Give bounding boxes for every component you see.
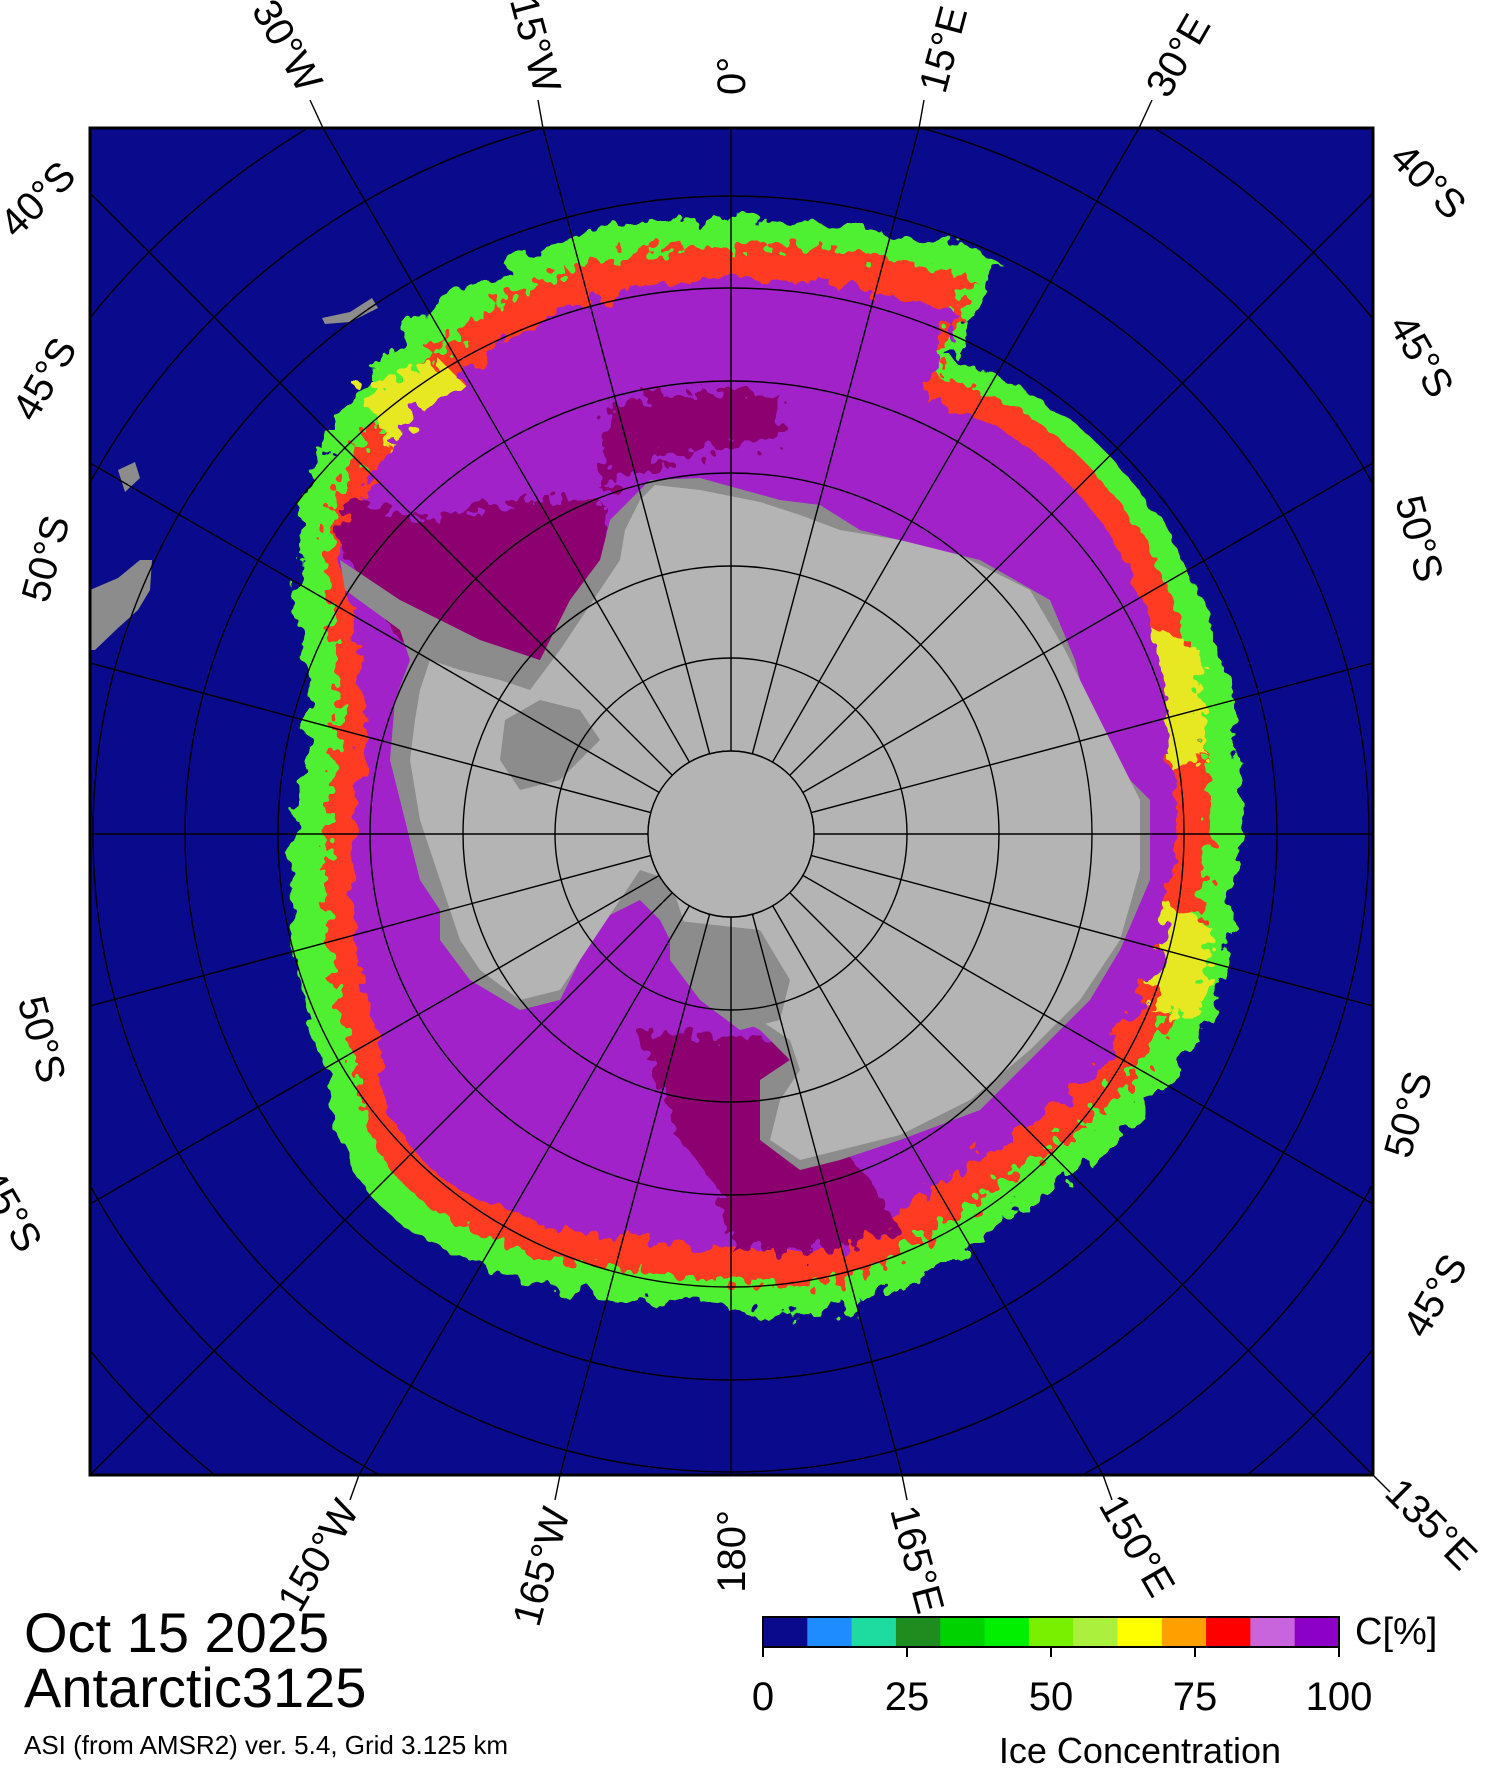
colorbar-swatch — [1028, 1617, 1074, 1647]
lon-label-30e: 30°E — [1138, 7, 1220, 104]
colorbar-swatch — [895, 1617, 941, 1647]
colorbar-swatch — [1073, 1617, 1118, 1647]
colorbar-swatch — [940, 1617, 986, 1647]
colorbar-tick: 0 — [751, 1675, 775, 1719]
lat-label-right-40s: 40°S — [1382, 135, 1475, 228]
island — [322, 298, 378, 324]
lat-label-left-50s-lower: 50°S — [9, 992, 74, 1088]
lat-label-right-45s: 45°S — [1380, 308, 1462, 405]
colorbar-swatch — [1161, 1617, 1207, 1647]
lon-label-150e: 150°E — [1090, 1488, 1183, 1605]
colorbar-tick: 75 — [1172, 1675, 1218, 1719]
lat-label-left-45s: 45°S — [4, 331, 86, 428]
lat-label-right-50s: 50°S — [1386, 491, 1451, 587]
colorbar-tick: 25 — [884, 1675, 930, 1719]
lat-label-left-45s-lower: 45°S — [0, 1162, 50, 1259]
sea-ice-high — [600, 390, 780, 490]
colorbar — [762, 1616, 1340, 1657]
colorbar-tick: 50 — [1028, 1675, 1074, 1719]
colorbar-swatch — [1206, 1617, 1251, 1647]
sea-ice-yellow-patch — [1150, 900, 1215, 1020]
lat-label-right-45s-lower: 45°S — [1395, 1247, 1477, 1344]
lat-label-left-40s: 40°S — [0, 153, 84, 246]
colorbar-swatch — [1117, 1617, 1163, 1647]
region-label: Antarctic3125 — [24, 1656, 367, 1719]
source-label: ASI (from AMSR2) ver. 5.4, Grid 3.125 km — [24, 1730, 509, 1760]
date-label: Oct 15 2025 — [24, 1601, 330, 1664]
lon-label-15w: 15°W — [501, 0, 569, 98]
lon-label-0: 0° — [710, 57, 754, 95]
ice-shelf — [500, 700, 600, 790]
colorbar-unit: C[%] — [1355, 1611, 1438, 1653]
south-america-land — [90, 560, 152, 650]
pole-hole — [647, 750, 815, 918]
map-frame — [88, 126, 1375, 1477]
graticule-extensions — [309, 99, 1391, 1501]
colorbar-tick: 100 — [1305, 1675, 1373, 1719]
colorbar-swatch — [807, 1617, 853, 1647]
colorbar-swatch — [851, 1617, 897, 1647]
colorbar-swatch — [1250, 1617, 1296, 1647]
lon-label-165w: 165°W — [505, 1503, 579, 1631]
graticule — [90, 128, 1373, 1475]
colorbar-label: Ice Concentration — [998, 1730, 1282, 1771]
lon-label-150w: 150°W — [269, 1492, 367, 1619]
colorbar-swatch — [763, 1617, 808, 1647]
colorbar-swatch — [1294, 1617, 1340, 1647]
lon-label-165e: 165°E — [881, 1501, 952, 1618]
lon-label-180: 180° — [710, 1510, 754, 1593]
lon-label-15e: 15°E — [911, 2, 976, 98]
colorbar-swatch — [984, 1617, 1030, 1647]
lon-label-135e: 135°E — [1377, 1470, 1485, 1578]
lon-label-30w: 30°W — [243, 0, 330, 100]
lat-label-right-50s-lower: 50°S — [1376, 1067, 1441, 1163]
island — [118, 462, 140, 492]
lat-label-left-50s: 50°S — [14, 511, 79, 607]
